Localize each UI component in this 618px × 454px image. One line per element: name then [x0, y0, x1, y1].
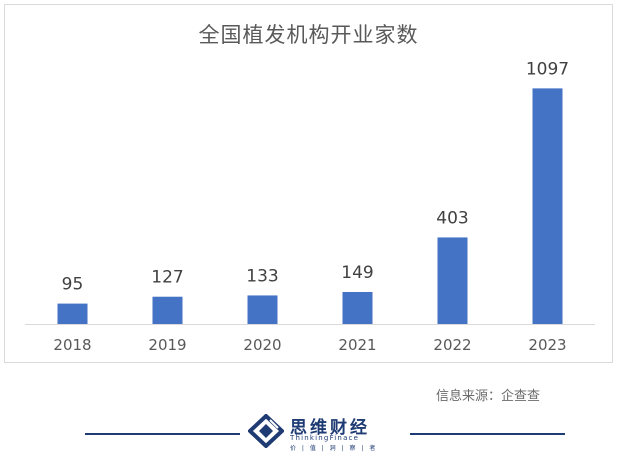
chart-frame: 95 2018 127 2019 133 2020 149 2021 403 2022 1097 20… — [4, 4, 613, 363]
brand-name: 思维财经 — [290, 418, 370, 438]
x-tick-2019: 2019 — [148, 336, 186, 354]
source-note: 信息来源：企查查 — [435, 389, 540, 404]
data-label-2018: 95 — [62, 275, 84, 295]
footer-divider-right — [410, 433, 565, 435]
brand-tagline: 价 | 值 | 洞 | 察 | 者 — [290, 445, 378, 452]
brand-english: ThinkingFinace — [290, 434, 360, 442]
bar-2023 — [532, 88, 563, 324]
bar-2018 — [57, 303, 88, 324]
bar-2021 — [342, 291, 373, 324]
bar-2019 — [152, 296, 183, 324]
brand-logo-block: 思维财经 ThinkingFinace 价 | 值 | 洞 | 察 | 者 — [248, 412, 408, 452]
x-tick-2018: 2018 — [53, 336, 91, 354]
data-label-2022: 403 — [436, 208, 468, 228]
bar-2022 — [437, 237, 468, 324]
data-label-2021: 149 — [341, 263, 373, 283]
x-tick-2023: 2023 — [528, 336, 566, 354]
brand-diamond-icon — [248, 414, 284, 448]
x-tick-2021: 2021 — [338, 336, 376, 354]
data-label-2019: 127 — [151, 268, 183, 288]
footer-divider-left — [85, 433, 240, 435]
data-label-2023: 1097 — [526, 59, 569, 79]
x-tick-2022: 2022 — [433, 336, 471, 354]
chart-title: 全国植发机构开业家数 — [198, 23, 419, 47]
data-label-2020: 133 — [246, 266, 278, 286]
x-tick-2020: 2020 — [243, 336, 281, 354]
bar-chart: 95 2018 127 2019 133 2020 149 2021 403 2022 1097 20… — [25, 59, 595, 354]
bar-2020 — [247, 295, 278, 324]
